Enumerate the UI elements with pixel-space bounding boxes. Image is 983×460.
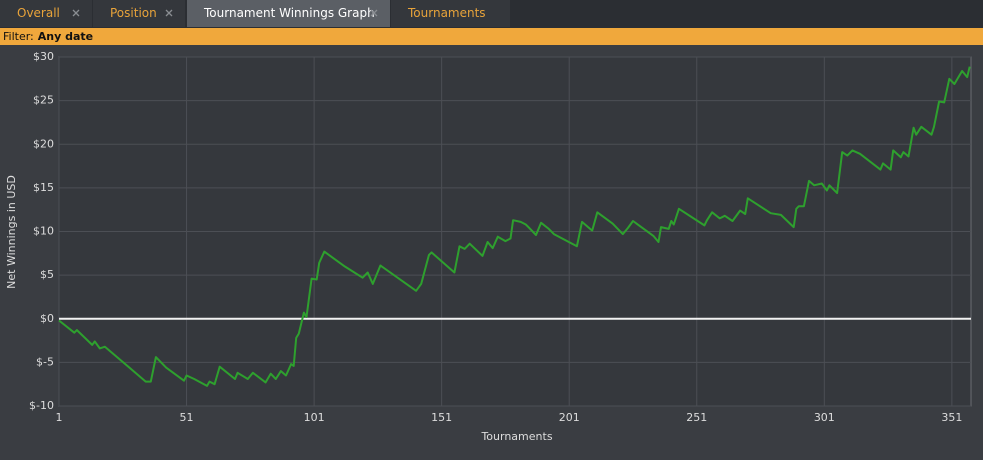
tab-label: Tournaments bbox=[408, 6, 486, 20]
x-tick-label: 201 bbox=[559, 411, 580, 424]
y-tick-label: $-5 bbox=[36, 355, 54, 368]
y-tick-label: $5 bbox=[40, 268, 54, 281]
filter-label: Filter: bbox=[3, 30, 34, 43]
x-tick-label: 1 bbox=[56, 411, 63, 424]
y-tick-label: $30 bbox=[33, 50, 54, 63]
close-icon bbox=[72, 9, 80, 17]
tab[interactable]: Position bbox=[93, 0, 185, 27]
winnings-line bbox=[58, 66, 971, 387]
close-icon bbox=[370, 9, 378, 17]
close-icon bbox=[165, 9, 173, 17]
x-tick-label: 251 bbox=[686, 411, 707, 424]
chart: Tournaments Net Winnings in USD $-10 $-5 $… bbox=[0, 45, 983, 460]
tab[interactable]: Overall bbox=[0, 0, 92, 27]
y-axis-label: Net Winnings in USD bbox=[5, 175, 18, 289]
x-tick-label: 301 bbox=[814, 411, 835, 424]
y-tick-label: $0 bbox=[40, 312, 54, 325]
tab-bar: Overall Position Tournament Winnings Graph… bbox=[0, 0, 983, 28]
x-tick-label: 351 bbox=[941, 411, 962, 424]
y-tick-label: $25 bbox=[33, 94, 54, 107]
y-tick-label: $-10 bbox=[29, 399, 54, 412]
tab-close[interactable] bbox=[165, 9, 173, 17]
x-tick-label: 101 bbox=[304, 411, 325, 424]
y-tick-label: $20 bbox=[33, 137, 54, 150]
filter-value[interactable]: Any date bbox=[37, 30, 94, 43]
tab-close[interactable] bbox=[72, 9, 80, 17]
y-tick-label: $10 bbox=[33, 225, 54, 238]
tab-close[interactable] bbox=[370, 9, 378, 17]
filter-bar: Filter: Any date bbox=[0, 28, 983, 45]
tab[interactable]: Tournaments bbox=[391, 0, 510, 27]
x-axis-label: Tournaments bbox=[480, 430, 552, 443]
tab[interactable]: Tournament Winnings Graph bbox=[187, 0, 390, 27]
tab-label: Overall bbox=[17, 6, 60, 20]
tab-label: Tournament Winnings Graph bbox=[204, 6, 375, 20]
x-tick-label: 51 bbox=[180, 411, 194, 424]
y-tick-label: $15 bbox=[33, 181, 54, 194]
x-tick-label: 151 bbox=[431, 411, 452, 424]
tab-label: Position bbox=[110, 6, 157, 20]
